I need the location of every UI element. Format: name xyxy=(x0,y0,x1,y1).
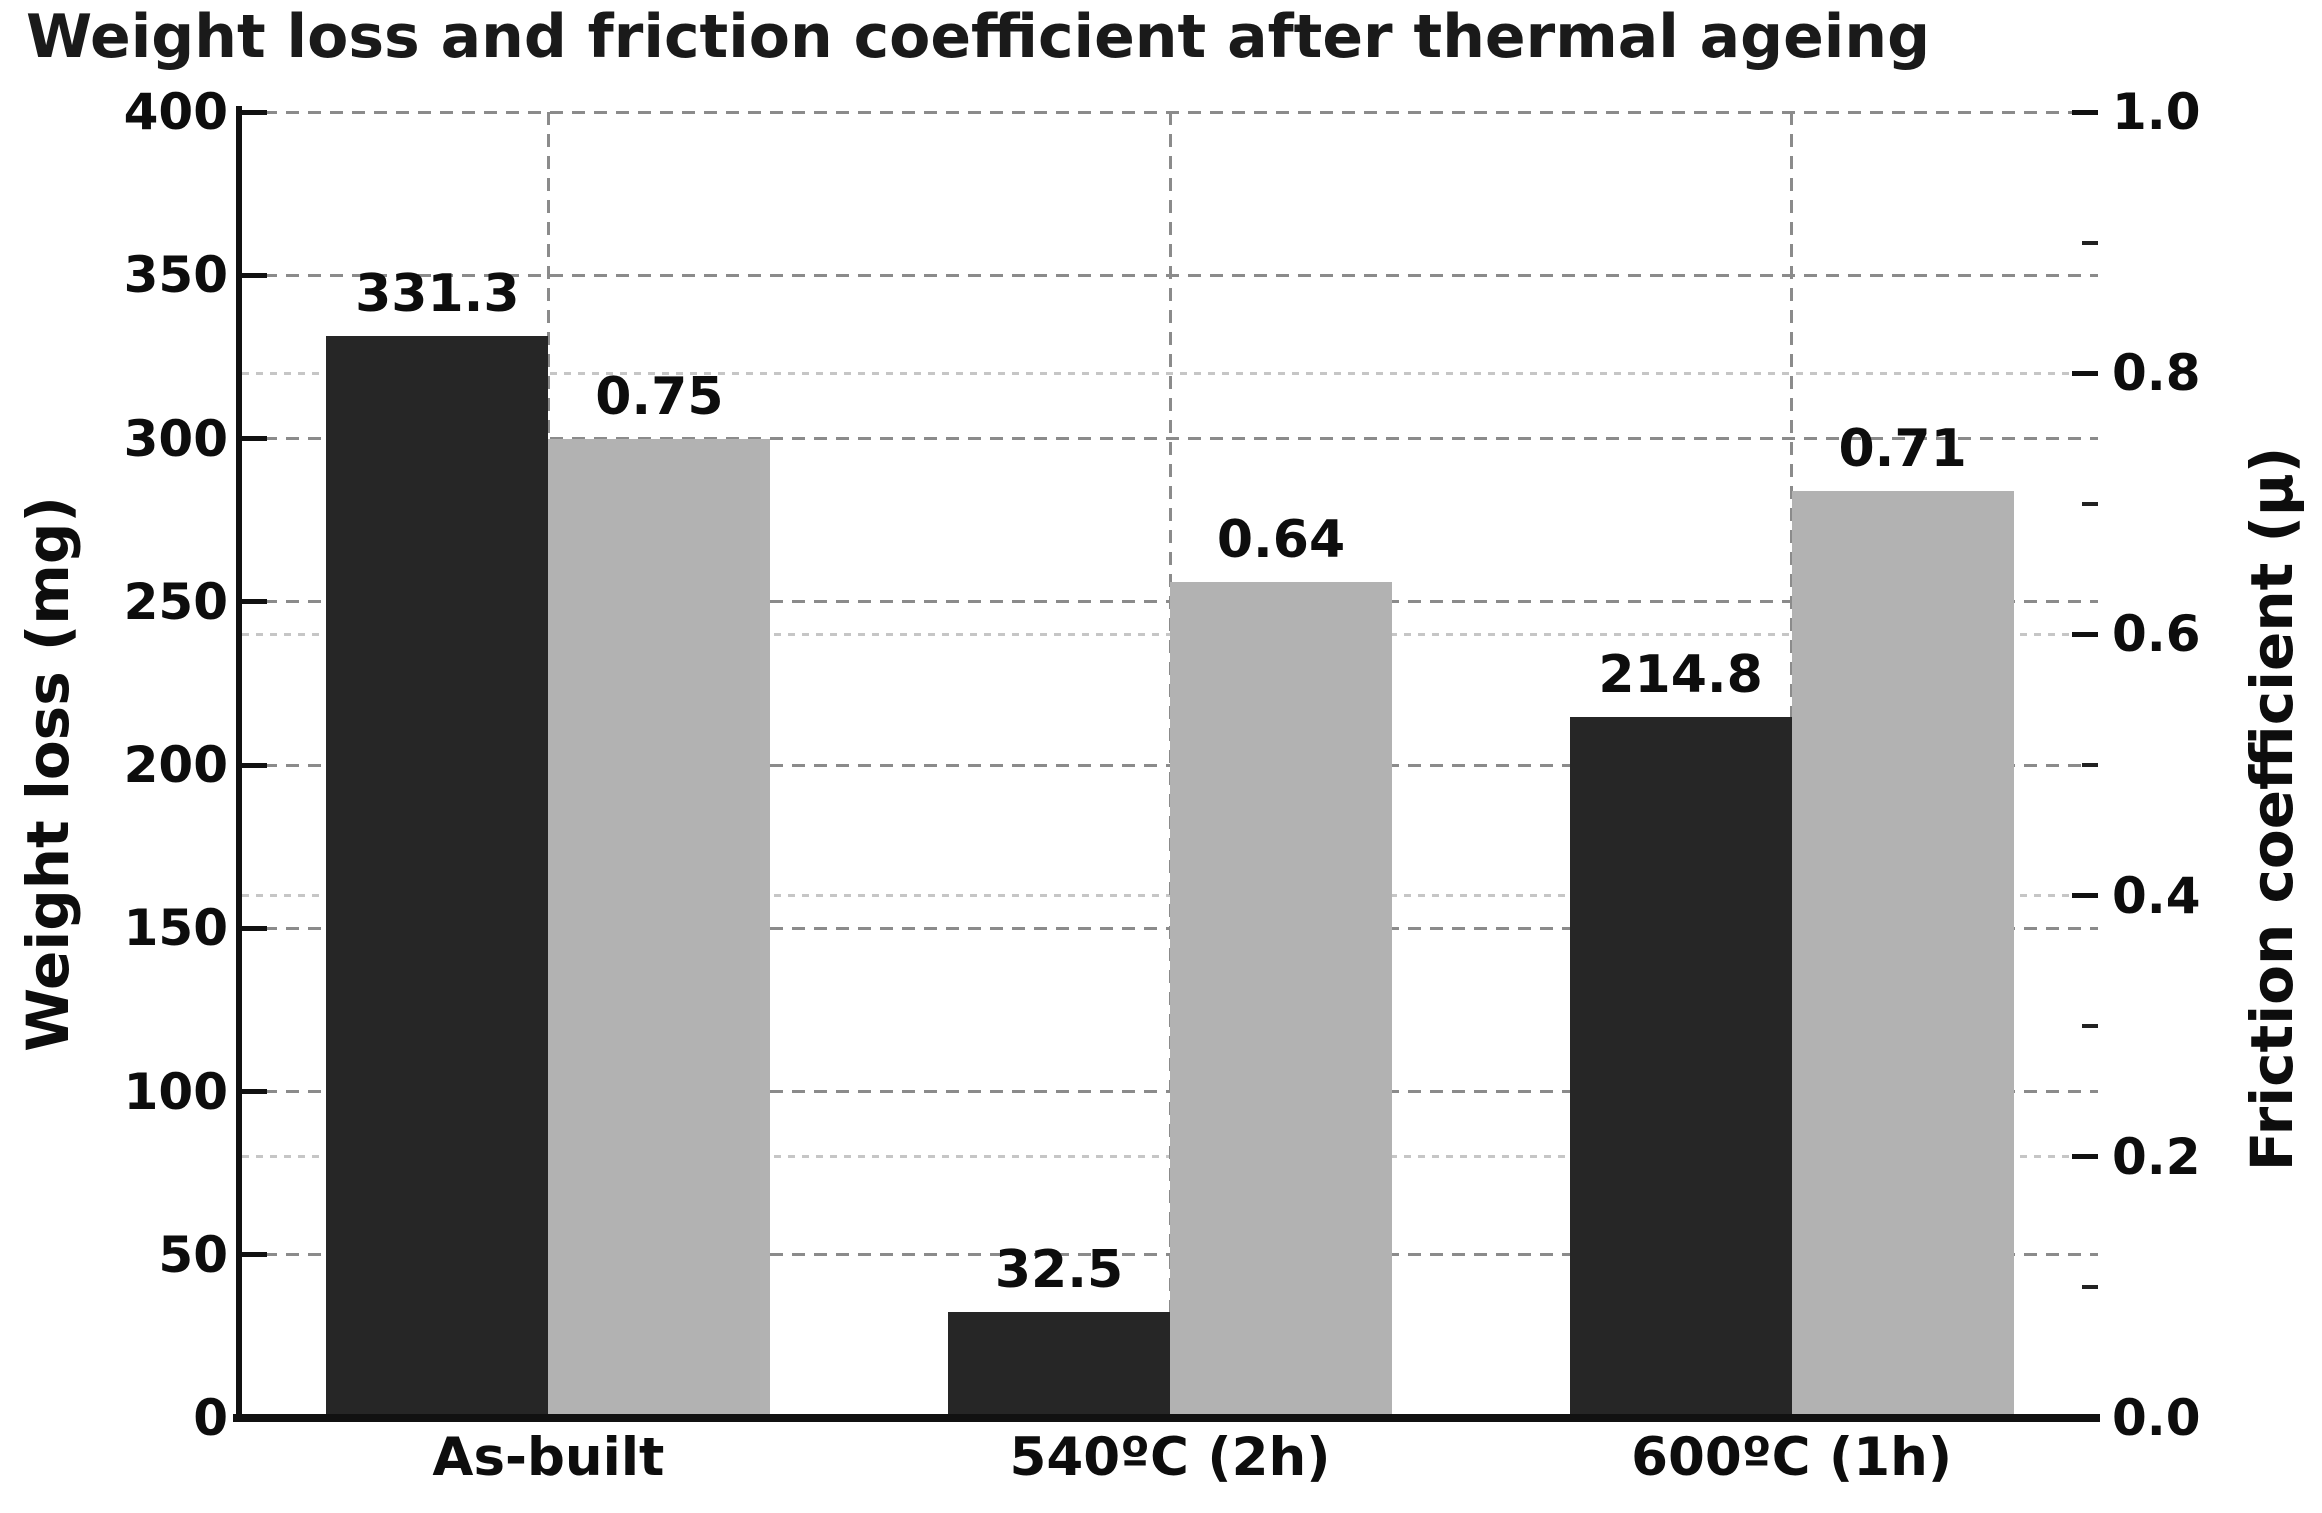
right-axis-tick xyxy=(2072,631,2098,637)
right-axis-tick xyxy=(2072,370,2098,376)
right-axis-tick xyxy=(2072,1154,2098,1160)
y2-axis-tick-label: 0.6 xyxy=(2112,605,2201,664)
left-axis-tick xyxy=(242,436,267,441)
y2-axis-tick-label: 0.4 xyxy=(2112,866,2201,925)
right-axis-minor-tick xyxy=(2082,1024,2098,1029)
right-axis-tick xyxy=(2072,109,2098,115)
x-axis-tick-label: 540ºC (2h) xyxy=(1009,1427,1331,1488)
x-axis-tick-label: 600ºC (1h) xyxy=(1631,1427,1953,1488)
left-axis-tick xyxy=(242,599,267,605)
y-axis-tick-label: 400 xyxy=(123,83,228,141)
right-axis-minor-tick xyxy=(2082,240,2098,245)
bar-value-label: 32.5 xyxy=(994,1239,1124,1300)
left-axis-tick xyxy=(242,1415,267,1421)
bar-value-label: 214.8 xyxy=(1598,644,1763,705)
friction-bar xyxy=(1791,490,2014,1418)
x-axis-tick-label: As-built xyxy=(432,1427,665,1488)
bar-value-label: 331.3 xyxy=(355,264,520,325)
bar-value-label: 0.71 xyxy=(1838,418,1967,479)
left-axis-tick xyxy=(242,272,267,278)
y-axis-tick-label: 300 xyxy=(123,409,228,468)
chart-title: Weight loss and friction coefficient aft… xyxy=(26,2,1931,72)
right-axis-minor-tick xyxy=(2082,501,2098,506)
left-axis-tick xyxy=(242,762,267,768)
y2-axis-tick-label: 0.2 xyxy=(2112,1127,2201,1186)
right-axis-minor-tick xyxy=(2082,763,2098,767)
y-axis-tick-label: 200 xyxy=(123,736,228,794)
left-axis-tick xyxy=(242,925,267,931)
right-axis-tick xyxy=(2072,1415,2098,1421)
y-axis-tick-label: 100 xyxy=(123,1062,228,1121)
y-axis-tick-label: 150 xyxy=(123,899,228,958)
left-axis-spine xyxy=(236,106,242,1422)
friction-bar xyxy=(1170,582,1392,1418)
weight-loss-bar xyxy=(948,1311,1170,1418)
y2-axis-tick-label: 0.8 xyxy=(2112,344,2201,403)
y2-axis-tick-label: 0.0 xyxy=(2112,1389,2201,1447)
y2-axis-tick-label: 1.0 xyxy=(2112,83,2201,141)
y-axis-tick-label: 250 xyxy=(123,572,228,631)
y-axis-tick-label: 350 xyxy=(123,246,228,305)
weight-loss-bar xyxy=(326,336,549,1418)
bar-value-label: 0.75 xyxy=(595,366,724,427)
left-axis-tick xyxy=(242,109,267,115)
bar-value-label: 0.64 xyxy=(1216,510,1346,571)
y-axis-tick-label: 50 xyxy=(158,1225,228,1284)
right-axis-tick xyxy=(2072,893,2098,899)
right-axis-minor-tick xyxy=(2082,1285,2098,1290)
friction-bar xyxy=(548,438,771,1418)
bottom-axis-spine xyxy=(233,1414,2100,1422)
weight-loss-bar xyxy=(1569,716,1792,1418)
left-axis-tick xyxy=(242,1089,267,1094)
left-axis-tick xyxy=(242,1252,267,1258)
y-axis-tick-label: 0 xyxy=(193,1389,228,1447)
